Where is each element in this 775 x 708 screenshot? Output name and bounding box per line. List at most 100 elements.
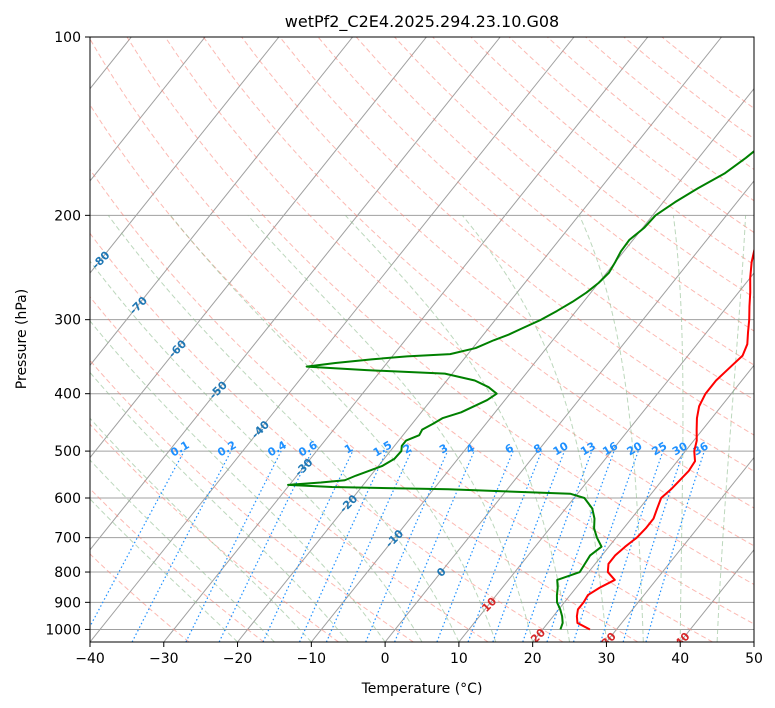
mixing-ratio-line [522, 450, 593, 642]
mixing-ratio-label: 13 [578, 439, 598, 458]
moist-adiabat-line [578, 215, 644, 642]
dry-adiabat-line [90, 104, 713, 642]
mixing-ratio-label: 0.4 [265, 438, 289, 459]
moist-adiabat-line [716, 215, 747, 642]
dry-adiabat-line [90, 296, 489, 642]
dry-adiabat-line [90, 168, 639, 642]
isotherm-line [458, 272, 754, 642]
isotherm-line [606, 456, 754, 642]
y-tick-label: 800 [54, 565, 81, 581]
moist-adiabat-line [247, 215, 534, 642]
mixing-ratio-label: 0.6 [296, 438, 320, 459]
dry-adiabat-line [241, 37, 754, 472]
x-tick-label: 30 [598, 651, 616, 667]
isotherm-label: 10 [479, 594, 499, 614]
mixing-ratio-line [90, 450, 185, 628]
dry-adiabat-line [470, 37, 754, 266]
mixing-ratio-label: 8 [531, 441, 544, 456]
dry-adiabat-line [90, 38, 754, 625]
x-tick-label: −30 [149, 651, 179, 667]
moist-adiabat-line [90, 498, 238, 642]
mixing-ratio-line [262, 450, 354, 642]
background-lines [90, 37, 754, 642]
isotherm-line [384, 180, 754, 642]
dry-adiabat-line [90, 359, 414, 642]
x-tick-label: 20 [524, 651, 542, 667]
x-tick-label: −40 [75, 651, 105, 667]
moist-adiabat-line [90, 371, 349, 642]
x-tick-label: −20 [223, 651, 253, 667]
moist-adiabat-line [344, 215, 571, 642]
dry-adiabat-line [394, 37, 754, 332]
isotherm-line [532, 364, 754, 642]
isotherm-label: -10 [383, 527, 406, 550]
isotherm-label: -30 [292, 456, 315, 479]
y-tick-label: 200 [54, 208, 81, 224]
mixing-ratio-label: 16 [600, 439, 620, 458]
isotherm-label: -100 [18, 147, 47, 176]
y-axis-label: Pressure (hPa) [14, 289, 30, 389]
mixing-ratio-label: 0.1 [168, 438, 191, 459]
mixing-ratio-line [436, 450, 514, 642]
isotherm-line [90, 37, 575, 642]
moist-adiabat-line [90, 320, 386, 642]
mixing-ratio-label: 30 [670, 439, 690, 458]
dry-adiabat-line [90, 423, 339, 642]
moist-adiabat-line [90, 459, 275, 642]
mixing-ratio-line [645, 450, 705, 642]
dry-adiabat-line [203, 37, 754, 509]
x-tick-label: 40 [671, 651, 689, 667]
mixing-ratio-line [325, 450, 412, 642]
x-tick-label: −10 [297, 651, 327, 667]
dry-adiabat-line [126, 37, 754, 586]
chart-title: wetPf2_C2E4.2025.294.23.10.G08 [285, 12, 559, 32]
isotherm-label: -80 [89, 248, 112, 271]
y-tick-label: 600 [54, 491, 81, 507]
y-tick-label: 400 [54, 387, 81, 403]
dry-adiabat-line [90, 488, 265, 642]
mixing-ratio-label: 10 [551, 439, 571, 458]
dry-adiabat-line [508, 37, 754, 234]
isotherm-line [163, 37, 649, 642]
mixing-ratio-line [546, 450, 615, 642]
y-tick-label: 500 [54, 444, 81, 460]
isotherm-label: -20 [337, 492, 360, 515]
y-tick-label: 100 [54, 30, 81, 46]
moist-adiabat-line [107, 215, 460, 642]
isotherm-line [90, 37, 501, 551]
mixing-ratio-line [365, 450, 449, 642]
y-axis: 100 200 300 400 500 600 700 800 900 1000 [45, 30, 90, 638]
isotherm-line [237, 37, 722, 642]
isotherm-label: 40 [673, 630, 693, 650]
dry-adiabat-line [585, 37, 754, 171]
mixing-ratio-labels: 0.1 0.2 0.4 0.6 1 1.5 2 3 4 6 8 10 13 16 20 25 30 36 [168, 438, 711, 459]
dry-adiabat-line [164, 37, 754, 547]
mixing-ratio-line [622, 450, 685, 642]
mixing-ratio-line [394, 450, 475, 642]
mixing-ratio-label: 0.2 [215, 438, 238, 459]
moist-adiabat-line [90, 260, 423, 642]
x-tick-label: 0 [381, 651, 390, 667]
mixing-ratio-line [600, 450, 664, 642]
isotherm-line [90, 37, 354, 367]
dewpoint-profile-line [287, 150, 754, 630]
mixing-ratio-label: 1 [342, 441, 355, 456]
mixing-ratio-label: 20 [625, 439, 645, 458]
isotherm-label: 30 [599, 630, 619, 650]
temperature-profile-line [575, 246, 754, 631]
isotherm-label: -70 [127, 294, 150, 317]
isotherm-label: 20 [528, 626, 548, 646]
dry-adiabat-line [279, 37, 754, 436]
isotherm-line [90, 37, 280, 274]
moist-adiabat-line [90, 417, 312, 642]
isotherm-line [310, 87, 754, 642]
dry-adiabat-line [317, 37, 754, 401]
mixing-ratio-line [185, 450, 282, 642]
isotherm-line [90, 37, 427, 459]
isotherm-line [679, 548, 754, 642]
mixing-ratio-line [572, 450, 639, 642]
mixing-ratio-label: 6 [503, 441, 516, 456]
x-tick-label: 50 [745, 651, 763, 667]
dry-adiabat-line [90, 553, 190, 642]
